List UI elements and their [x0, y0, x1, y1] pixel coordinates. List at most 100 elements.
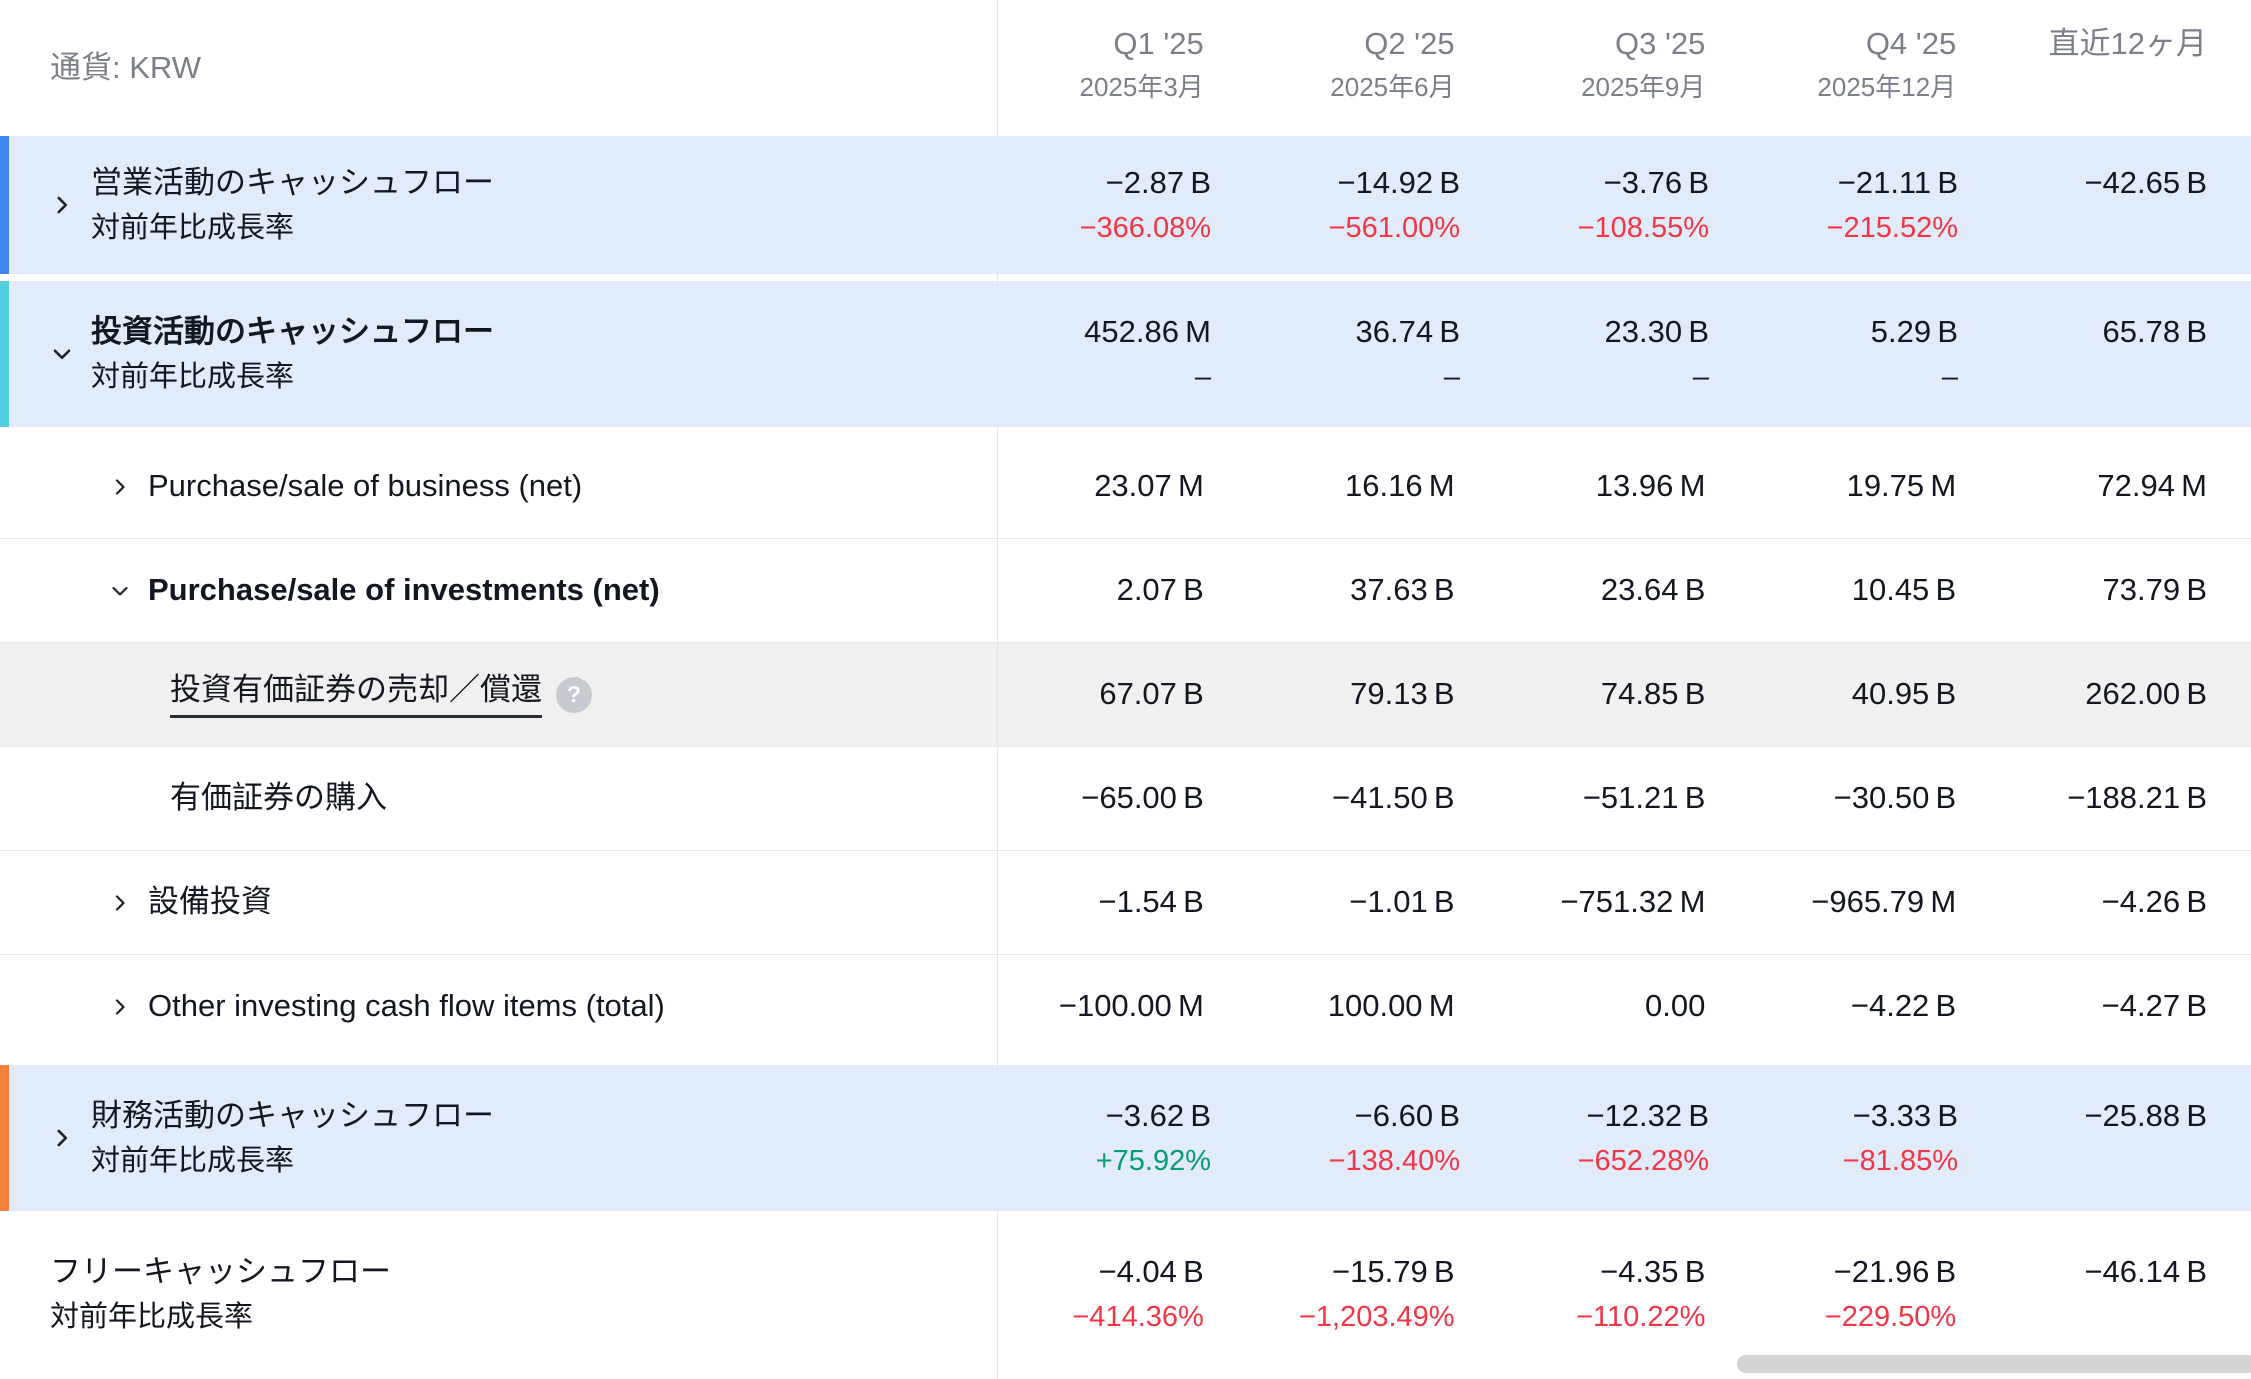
value-q4: 5.29 B	[1870, 313, 1958, 349]
row-label: 有価証券の購入	[170, 780, 387, 816]
row-label: 設備投資	[148, 884, 272, 920]
value-ttm: −188.21 B	[2067, 780, 2207, 816]
row-label: 財務活動のキャッシュフロー	[91, 1097, 494, 1133]
yoy-growth-label: 対前年比成長率	[91, 212, 295, 245]
column-title: 直近12ヶ月	[2048, 26, 2207, 61]
growth-q3: −652.28%	[1577, 1145, 1709, 1178]
chevron-down-icon[interactable]	[108, 579, 132, 603]
growth-q1: +75.92%	[1095, 1145, 1211, 1178]
row-label: 投資活動のキャッシュフロー	[91, 313, 494, 349]
row-investing-cash-flow[interactable]: 投資活動のキャッシュフロー 対前年比成長率 452.86 M – 36.74 B –…	[0, 281, 2251, 427]
row-label: Purchase/sale of business (net)	[148, 468, 583, 504]
value-q2: 16.16 M	[1344, 468, 1455, 504]
value-q3: 74.85 B	[1600, 676, 1706, 712]
value-q1: −100.00 M	[1058, 988, 1204, 1024]
growth-ttm	[2002, 1144, 2207, 1179]
growth-q4: −81.85%	[1842, 1145, 1958, 1178]
horizontal-scrollbar-thumb[interactable]	[1737, 1355, 2251, 1373]
growth-q3: −110.22%	[1576, 1301, 1706, 1334]
value-ttm: 65.78 B	[2102, 313, 2207, 349]
value-q3: −3.76 B	[1603, 164, 1709, 200]
row-free-cash-flow: フリーキャッシュフロー 対前年比成長率 −4.04 B −414.36% −15.…	[0, 1218, 2251, 1370]
row-operating-cash-flow[interactable]: 営業活動のキャッシュフロー 対前年比成長率 −2.87 B −366.08% −1…	[0, 136, 2251, 274]
chevron-right-icon[interactable]	[108, 891, 132, 915]
value-q4: −4.22 B	[1850, 988, 1957, 1024]
value-q2: 37.63 B	[1350, 572, 1455, 608]
value-q4: −21.11 B	[1837, 164, 1958, 200]
value-q1: −3.62 B	[1105, 1097, 1211, 1133]
growth-q2: −561.00%	[1328, 212, 1460, 245]
value-ttm: 73.79 B	[2102, 572, 2207, 608]
value-ttm: −42.65 B	[2084, 164, 2207, 200]
growth-q1: −414.36%	[1072, 1301, 1204, 1334]
column-header-q3: Q3 '25 2025年9月	[1499, 0, 1750, 103]
definition-term-link[interactable]: 投資有価証券の売却／償還	[170, 671, 542, 719]
help-icon[interactable]: ?	[556, 676, 592, 713]
value-q3: −751.32 M	[1560, 884, 1706, 920]
value-q1: −2.87 B	[1105, 164, 1211, 200]
column-title: Q3 '25	[1615, 26, 1706, 61]
value-ttm: −25.88 B	[2084, 1097, 2207, 1133]
growth-ttm	[2002, 360, 2207, 395]
column-subtitle: 2025年6月	[1330, 72, 1455, 103]
row-label: フリーキャッシュフロー	[50, 1253, 391, 1289]
growth-q4: –	[1941, 361, 1958, 394]
value-q1: 23.07 M	[1094, 468, 1204, 504]
value-q4: 10.45 B	[1851, 572, 1957, 608]
column-header-q1: Q1 '25 2025年3月	[997, 0, 1248, 103]
row-other-investing-items[interactable]: Other investing cash flow items (total) …	[0, 954, 2251, 1058]
value-q1: 452.86 M	[1084, 313, 1211, 349]
column-header-ttm: 直近12ヶ月	[2000, 0, 2251, 72]
column-title: Q4 '25	[1865, 26, 1957, 61]
value-q2: 100.00 M	[1327, 988, 1455, 1024]
growth-q4: −215.52%	[1826, 212, 1958, 245]
value-q3: −51.21 B	[1582, 780, 1706, 816]
growth-q4: −229.50%	[1824, 1301, 1957, 1334]
growth-q2: −1,203.49%	[1298, 1301, 1455, 1334]
row-label: Other investing cash flow items (total)	[148, 988, 665, 1024]
value-q2: −6.60 B	[1354, 1097, 1460, 1133]
value-q2: −14.92 B	[1337, 164, 1460, 200]
row-capital-expenditures[interactable]: 設備投資 −1.54 B −1.01 B −751.32 M −965.79 M…	[0, 850, 2251, 954]
chevron-right-icon[interactable]	[49, 192, 75, 218]
column-subtitle: 2025年3月	[1079, 72, 1204, 103]
chevron-down-icon[interactable]	[49, 341, 75, 367]
column-title: Q2 '25	[1364, 26, 1455, 61]
row-label: 営業活動のキャッシュフロー	[91, 164, 494, 200]
value-q1: 67.07 B	[1099, 676, 1204, 712]
value-q2: −1.01 B	[1349, 884, 1455, 920]
chevron-right-icon[interactable]	[49, 1125, 75, 1151]
yoy-growth-label: 対前年比成長率	[50, 1301, 254, 1334]
value-q4: −30.50 B	[1833, 780, 1957, 816]
row-purchase-sale-of-business[interactable]: Purchase/sale of business (net) 23.07 M …	[0, 435, 2251, 538]
column-subtitle: 2025年12月	[1817, 72, 1957, 103]
chevron-right-icon[interactable]	[108, 995, 132, 1019]
growth-ttm	[2002, 211, 2207, 246]
value-ttm: −4.27 B	[2101, 988, 2207, 1024]
growth-q1: –	[1194, 361, 1211, 394]
value-q4: 40.95 B	[1851, 676, 1957, 712]
value-q3: 0.00	[1645, 988, 1706, 1024]
row-purchase-sale-of-investments[interactable]: Purchase/sale of investments (net) 2.07 …	[0, 538, 2251, 642]
yoy-growth-label: 対前年比成長率	[91, 361, 295, 394]
row-financing-cash-flow[interactable]: 財務活動のキャッシュフロー 対前年比成長率 −3.62 B +75.92% −6.…	[0, 1065, 2251, 1211]
growth-q2: −138.40%	[1328, 1145, 1460, 1178]
value-q4: −21.96 B	[1833, 1253, 1957, 1289]
table-header-row: 通貨: KRW Q1 '25 2025年3月 Q2 '25 2025年6月 Q3…	[0, 0, 2251, 129]
growth-q3: −108.55%	[1577, 212, 1709, 245]
yoy-growth-label: 対前年比成長率	[91, 1145, 295, 1178]
value-q1: −1.54 B	[1098, 884, 1204, 920]
value-q2: 79.13 B	[1350, 676, 1455, 712]
value-q4: 19.75 M	[1846, 468, 1957, 504]
value-q4: −3.33 B	[1852, 1097, 1958, 1133]
value-q2: 36.74 B	[1355, 313, 1460, 349]
value-q1: −4.04 B	[1098, 1253, 1204, 1289]
column-title: Q1 '25	[1113, 26, 1204, 61]
column-divider	[997, 0, 998, 1379]
value-q3: −12.32 B	[1586, 1097, 1709, 1133]
row-purchase-of-securities: 有価証券の購入 −65.00 B −41.50 B −51.21 B −30.5…	[0, 746, 2251, 850]
value-q1: 2.07 B	[1116, 572, 1204, 608]
row-sale-maturity-of-investments: 投資有価証券の売却／償還 ? 67.07 B 79.13 B 74.85 B 4…	[0, 642, 2251, 746]
chevron-right-icon[interactable]	[108, 475, 132, 499]
